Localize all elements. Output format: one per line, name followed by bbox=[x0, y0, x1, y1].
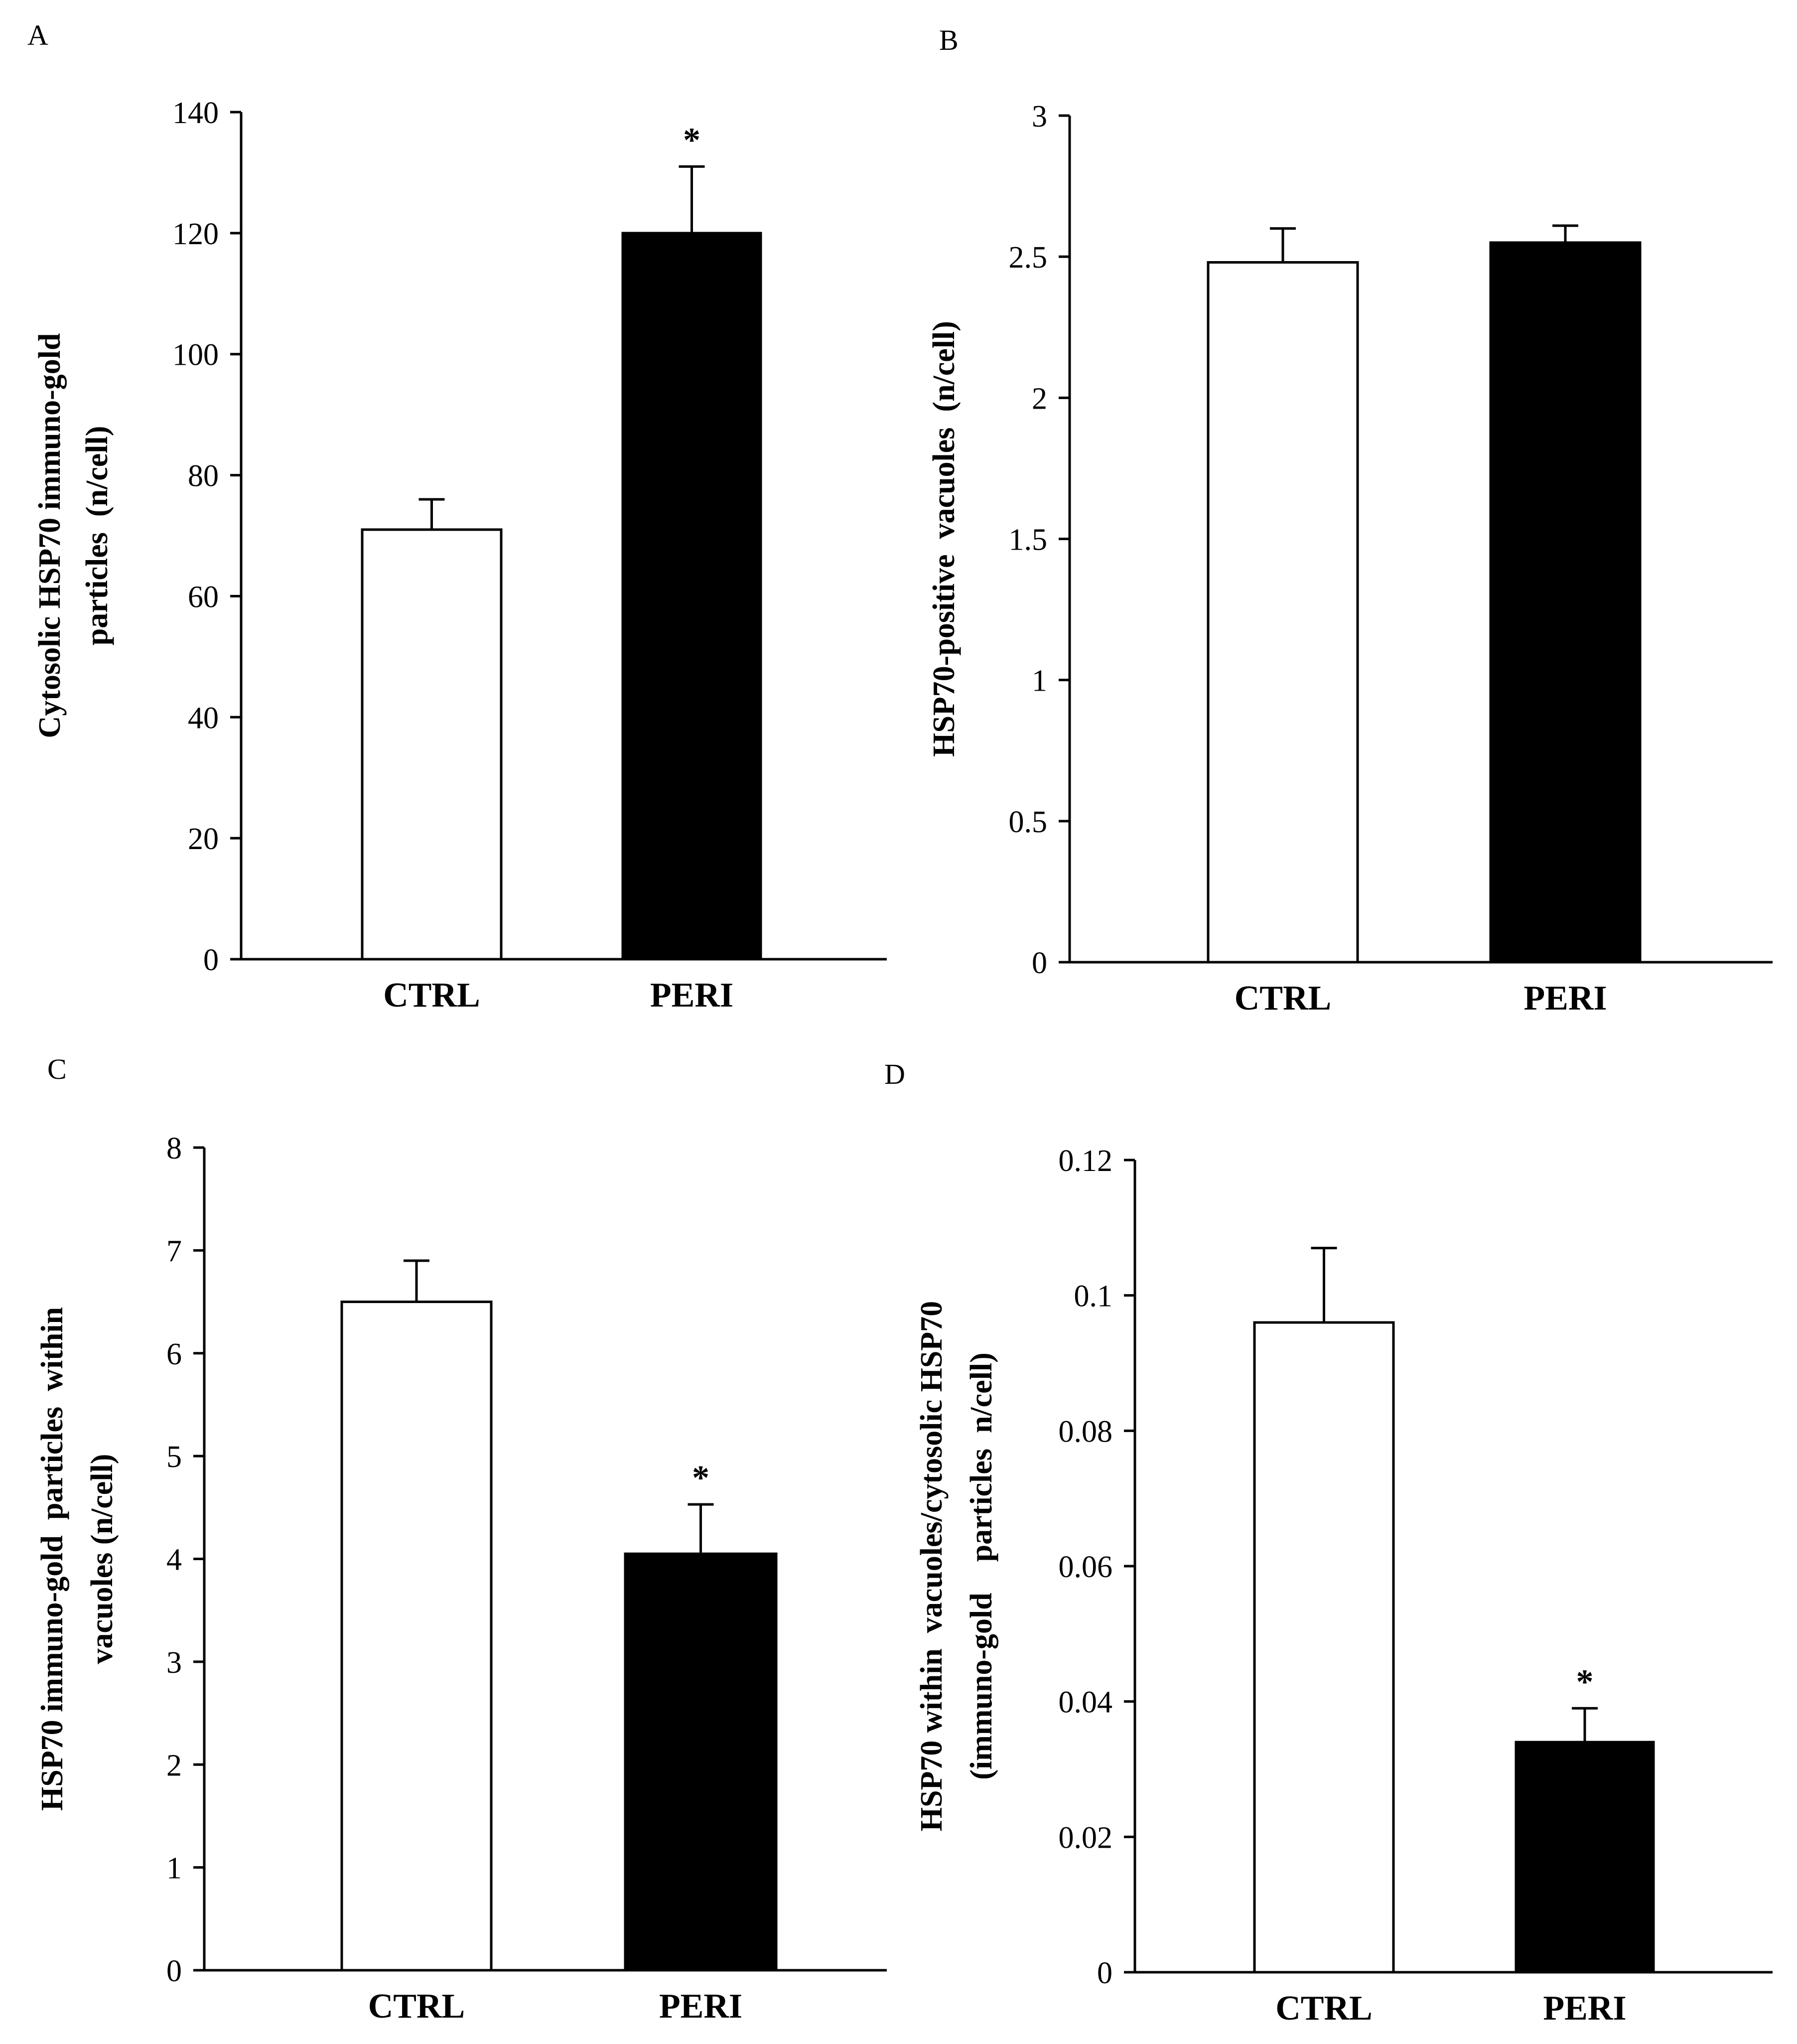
panel-c: C CTRL * PERI 0 1 2 3 4 5 6 7 8 HSP70 immuno-gold par… bbox=[35, 1053, 887, 2026]
panel-a: A CTRL * PERI 0 20 40 60 80 100 120 140 Cytosolic HS… bbox=[27, 19, 887, 1015]
x-tick-label: CTRL bbox=[383, 976, 480, 1015]
y-tick-label: 7 bbox=[166, 1234, 182, 1268]
panel-d: D CTRL * PERI 0 0.02 0.04 0.06 0.08 0.1 0.12 HSP70 … bbox=[884, 1058, 1773, 2028]
x-tick-label: CTRL bbox=[1275, 1989, 1372, 2028]
y-tick-label: 0 bbox=[203, 943, 219, 977]
y-tick-label: 8 bbox=[166, 1132, 182, 1166]
y-axis-label: Cytosolic HSP70 immuno-gold bbox=[33, 333, 67, 738]
panel-b: B CTRL PERI 0 0.5 1 1.5 2 2.5 3 HSP70-positive vac… bbox=[927, 24, 1773, 1018]
y-tick-label: 0.04 bbox=[1059, 1686, 1113, 1720]
y-tick-label: 0.12 bbox=[1059, 1144, 1113, 1178]
y-tick-label: 20 bbox=[188, 822, 219, 856]
y-tick-label: 2 bbox=[166, 1749, 182, 1782]
y-tick-label: 1 bbox=[1032, 664, 1047, 698]
y-tick-label: 0.08 bbox=[1059, 1415, 1113, 1449]
y-tick-label: 0.5 bbox=[1009, 805, 1048, 839]
bar-ctrl bbox=[361, 528, 503, 961]
bar-peri bbox=[1515, 1741, 1655, 1974]
x-tick-label: PERI bbox=[1543, 1989, 1626, 2028]
x-tick-label: PERI bbox=[1523, 979, 1607, 1018]
y-tick-label: 6 bbox=[166, 1337, 182, 1371]
y-tick-label: 4 bbox=[166, 1543, 182, 1577]
y-tick-label: 140 bbox=[172, 96, 219, 130]
y-tick-label: 1.5 bbox=[1009, 523, 1048, 557]
y-tick-label: 1 bbox=[166, 1852, 182, 1886]
y-tick-label: 0.02 bbox=[1059, 1821, 1113, 1855]
bar-ctrl bbox=[1207, 261, 1359, 964]
bar-ctrl bbox=[1253, 1321, 1395, 1974]
y-tick-label: 100 bbox=[172, 338, 219, 372]
y-axis-label: HSP70 within vacuoles/cytosolic HSP70 bbox=[915, 1301, 949, 1831]
y-tick-label: 3 bbox=[166, 1646, 182, 1680]
y-tick-label: 120 bbox=[172, 217, 219, 251]
significance-marker: * bbox=[692, 1459, 709, 1497]
panel-letter: B bbox=[939, 24, 959, 56]
x-tick-label: CTRL bbox=[1235, 979, 1331, 1018]
y-axis-label: HSP70 immuno-gold particles within bbox=[35, 1307, 69, 1811]
y-tick-label: 60 bbox=[188, 580, 219, 614]
significance-marker: * bbox=[1576, 1663, 1594, 1701]
bar-peri bbox=[1489, 241, 1642, 964]
y-tick-label: 5 bbox=[166, 1440, 182, 1474]
y-tick-label: 0.1 bbox=[1074, 1280, 1113, 1314]
y-tick-label: 0.06 bbox=[1059, 1550, 1113, 1584]
panel-letter: A bbox=[27, 19, 48, 51]
bar-peri bbox=[624, 1552, 778, 1972]
y-tick-label: 2.5 bbox=[1009, 241, 1048, 275]
y-axis-label: HSP70-positive vacuoles (n/cell) bbox=[927, 321, 961, 757]
bar-peri bbox=[621, 232, 762, 961]
bar-ctrl bbox=[340, 1301, 493, 1972]
significance-marker: * bbox=[683, 121, 700, 159]
y-tick-label: 0 bbox=[1032, 946, 1047, 980]
x-tick-label: PERI bbox=[650, 976, 733, 1015]
panel-letter: C bbox=[47, 1053, 67, 1085]
y-axis-label: (immuno-gold particles n/cell) bbox=[965, 1352, 998, 1780]
x-tick-label: CTRL bbox=[368, 1987, 465, 2026]
y-tick-label: 0 bbox=[166, 1954, 182, 1988]
y-tick-label: 0 bbox=[1097, 1956, 1112, 1990]
panel-letter: D bbox=[884, 1058, 905, 1090]
y-axis-label: vacuoles (n/cell) bbox=[85, 1454, 119, 1664]
y-tick-label: 40 bbox=[188, 701, 219, 735]
y-tick-label: 80 bbox=[188, 459, 219, 493]
y-tick-label: 2 bbox=[1032, 382, 1047, 416]
y-tick-label: 3 bbox=[1032, 100, 1047, 134]
x-tick-label: PERI bbox=[659, 1987, 742, 2026]
y-axis-label: particles (n/cell) bbox=[80, 426, 114, 646]
